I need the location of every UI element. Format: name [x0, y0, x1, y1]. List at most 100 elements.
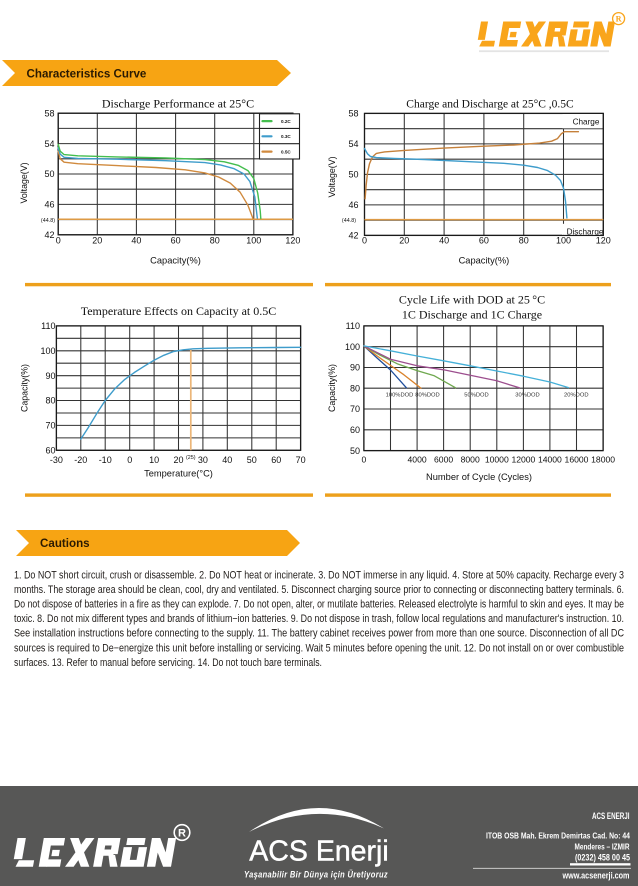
svg-text:42: 42: [348, 231, 358, 241]
svg-text:Voltage(V): Voltage(V): [19, 162, 29, 203]
svg-text:50: 50: [44, 169, 54, 179]
svg-text:Do not dispose of batteries in: Do not dispose of batteries in a fire as…: [14, 599, 624, 611]
svg-text:Discharge Performance at 25°C: Discharge Performance at 25°C: [102, 97, 254, 111]
svg-text:50: 50: [350, 446, 360, 456]
svg-text:6000: 6000: [434, 454, 453, 464]
svg-text:80: 80: [210, 236, 220, 246]
svg-text:80: 80: [519, 236, 529, 246]
svg-text:Charge: Charge: [573, 118, 600, 127]
svg-text:40: 40: [131, 236, 141, 246]
svg-text:60: 60: [271, 455, 281, 465]
svg-text:Menderes – IZMIR: Menderes – IZMIR: [575, 842, 630, 852]
svg-text:100: 100: [40, 346, 55, 356]
svg-text:100: 100: [556, 236, 571, 246]
svg-text:Number of Cycle (Cycles): Number of Cycle (Cycles): [426, 472, 532, 482]
svg-text:14000: 14000: [538, 454, 562, 464]
svg-text:16000: 16000: [565, 454, 589, 464]
svg-text:(25): (25): [186, 455, 196, 461]
svg-text:20: 20: [92, 236, 102, 246]
svg-text:80: 80: [350, 383, 360, 393]
svg-text:Cycle Life with DOD at 25 °C: Cycle Life with DOD at 25 °C: [399, 293, 545, 307]
svg-text:0.3C: 0.3C: [281, 134, 291, 139]
svg-text:60: 60: [171, 236, 181, 246]
svg-text:100%DOD: 100%DOD: [386, 393, 414, 399]
svg-text:months. The storage area shoul: months. The storage area should be clean…: [14, 584, 624, 596]
svg-text:54: 54: [44, 139, 54, 149]
svg-text:50: 50: [348, 170, 358, 180]
svg-text:Cautions: Cautions: [40, 537, 90, 550]
svg-text:8000: 8000: [461, 454, 480, 464]
svg-text:40: 40: [222, 455, 232, 465]
svg-text:Capacity(%): Capacity(%): [459, 256, 510, 266]
svg-text:100: 100: [246, 236, 261, 246]
svg-text:0: 0: [362, 236, 367, 246]
svg-text:90: 90: [350, 363, 360, 373]
svg-text:Charge and Discharge at 25°C ,: Charge and Discharge at 25°C ,0.5C: [406, 99, 574, 111]
svg-text:46: 46: [44, 200, 54, 210]
svg-text:0: 0: [127, 455, 132, 465]
svg-text:42: 42: [44, 230, 54, 240]
svg-text:10: 10: [149, 455, 159, 465]
svg-text:0: 0: [56, 236, 61, 246]
svg-text:ACS Enerji: ACS Enerji: [249, 836, 388, 868]
svg-text:30: 30: [198, 455, 208, 465]
svg-text:20%DOD: 20%DOD: [564, 393, 588, 399]
svg-text:-20: -20: [74, 455, 87, 465]
svg-text:sources is required to De−ener: sources is required to De−energize this …: [14, 642, 624, 654]
svg-text:110: 110: [41, 321, 55, 331]
svg-text:See installation instructions: See installation instructions before con…: [14, 628, 624, 640]
svg-text:80: 80: [45, 396, 55, 406]
svg-text:Capacity(%): Capacity(%): [150, 256, 201, 266]
svg-text:10000: 10000: [485, 454, 509, 464]
svg-text:60: 60: [350, 425, 360, 435]
svg-text:54: 54: [348, 139, 358, 149]
svg-text:4000: 4000: [408, 454, 427, 464]
svg-text:60: 60: [479, 236, 489, 246]
svg-text:40: 40: [439, 236, 449, 246]
svg-text:Capacity(%): Capacity(%): [327, 364, 337, 412]
svg-text:120: 120: [596, 236, 611, 246]
svg-text:0: 0: [362, 454, 367, 464]
svg-text:60: 60: [45, 446, 55, 456]
svg-text:Characteristics Curve: Characteristics Curve: [27, 67, 147, 80]
svg-text:12000: 12000: [511, 454, 535, 464]
svg-text:R: R: [178, 827, 186, 839]
svg-text:surfaces. 13. Refer to manual: surfaces. 13. Refer to manual before ser…: [14, 657, 322, 669]
svg-text:100: 100: [345, 342, 360, 352]
svg-text:-30: -30: [50, 455, 63, 465]
svg-text:46: 46: [348, 200, 358, 210]
svg-text:1. Do NOT short circuit, crush: 1. Do NOT short circuit, crush or disass…: [14, 569, 624, 581]
svg-text:(44.8): (44.8): [41, 218, 55, 224]
svg-text:0.5C: 0.5C: [281, 149, 291, 154]
svg-text:R: R: [616, 15, 622, 24]
svg-text:70: 70: [45, 421, 55, 431]
svg-text:www.acsenerji.com: www.acsenerji.com: [562, 871, 630, 881]
svg-text:120: 120: [285, 236, 300, 246]
svg-text:Voltage(V): Voltage(V): [327, 156, 337, 197]
svg-text:(44.8): (44.8): [342, 218, 356, 224]
svg-text:(0232) 458 00 45: (0232) 458 00 45: [575, 853, 630, 863]
svg-text:toxic. 8. Do not mix different: toxic. 8. Do not mix different types and…: [14, 613, 624, 625]
svg-text:ACS ENERJI: ACS ENERJI: [592, 811, 630, 821]
svg-text:ITOB OSB Mah. Ekrem Demirtas C: ITOB OSB Mah. Ekrem Demirtas Cad. No: 44: [486, 831, 630, 841]
svg-text:20: 20: [399, 236, 409, 246]
svg-text:90: 90: [45, 371, 55, 381]
svg-text:18000: 18000: [591, 454, 615, 464]
svg-text:1C Discharge and 1C Charge: 1C Discharge and 1C Charge: [402, 308, 542, 322]
svg-text:80%DOD: 80%DOD: [415, 393, 439, 399]
svg-text:Discharge: Discharge: [567, 227, 604, 236]
svg-text:-10: -10: [99, 455, 112, 465]
svg-text:70: 70: [296, 455, 306, 465]
svg-text:20: 20: [173, 455, 183, 465]
svg-text:Temperature(°C): Temperature(°C): [144, 469, 213, 479]
svg-text:Capacity(%): Capacity(%): [20, 364, 30, 412]
svg-text:58: 58: [348, 109, 358, 119]
svg-text:Temperature Effects on Capacit: Temperature Effects on Capacity at 0.5C: [81, 304, 277, 318]
svg-text:110: 110: [346, 321, 360, 331]
svg-text:58: 58: [44, 108, 54, 118]
svg-text:70: 70: [350, 404, 360, 414]
svg-text:30%DOD: 30%DOD: [515, 393, 539, 399]
svg-text:50: 50: [247, 455, 257, 465]
svg-text:0.2C: 0.2C: [281, 119, 291, 124]
svg-text:50%DOD: 50%DOD: [464, 393, 488, 399]
